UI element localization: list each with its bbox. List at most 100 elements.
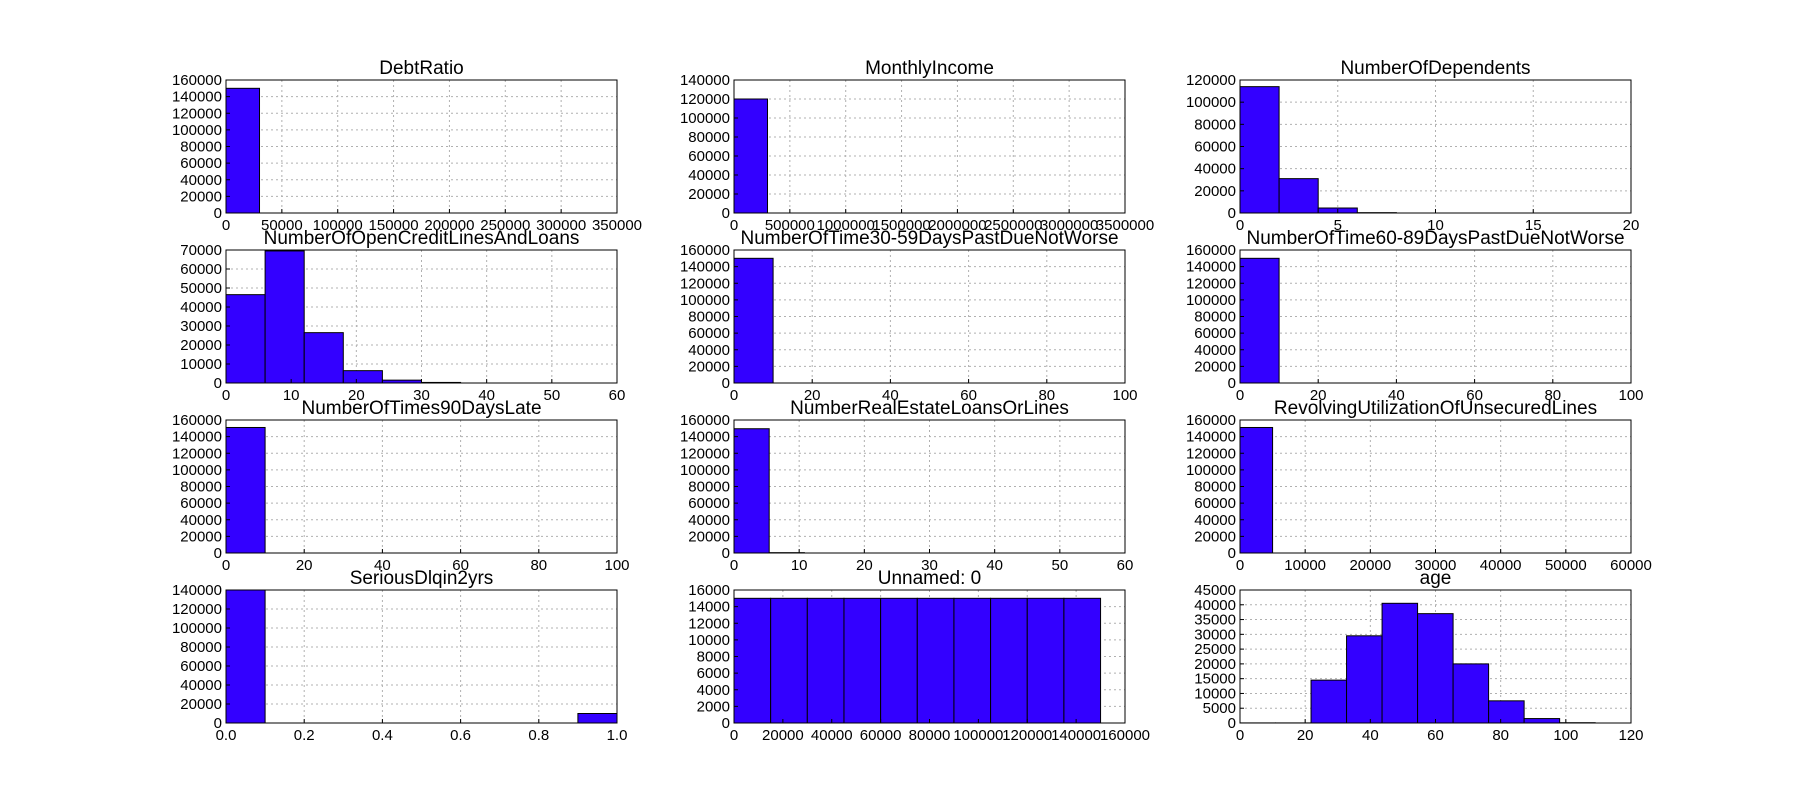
histogram-bar (1063, 597, 1102, 724)
y-tick-label: 0 (214, 715, 222, 732)
subplot-title: age (1420, 568, 1452, 589)
x-tick-label: 3000000 (1040, 217, 1098, 234)
histogram-bar (303, 332, 344, 384)
y-tick-label: 80000 (1194, 116, 1236, 133)
x-tick-label: 0.4 (372, 727, 393, 744)
x-tick-label: 20000 (1349, 557, 1391, 574)
y-tick-label: 0 (214, 205, 222, 222)
y-tick-label: 80000 (688, 309, 730, 326)
histogram-bar (1346, 635, 1383, 724)
x-tick-label: 100 (1112, 387, 1137, 404)
y-tick-label: 35000 (1194, 612, 1236, 629)
x-tick-label: 0.0 (216, 727, 237, 744)
subplot-title: Unnamed: 0 (878, 568, 982, 589)
subplot-11: age 0 20 40 60 80 100 120 0500010000150002000025… (1194, 568, 1643, 744)
x-tick-label: 500000 (765, 217, 815, 234)
subplot-title: NumberOfOpenCreditLinesAndLoans (264, 228, 580, 249)
x-tick-label: 0 (222, 387, 230, 404)
histogram-bar (1239, 426, 1274, 554)
y-tick-label: 14000 (688, 599, 730, 616)
x-tick-label: 1.0 (607, 727, 628, 744)
x-tick-label: 0 (1236, 557, 1244, 574)
y-tick-label: 140000 (680, 72, 730, 89)
x-tick-label: 50 (543, 387, 560, 404)
x-tick-label: 100 (1553, 727, 1578, 744)
y-tick-label: 140000 (1186, 259, 1236, 276)
histogram-bar (264, 250, 305, 384)
y-tick-label: 100000 (1186, 292, 1236, 309)
subplot-title: NumberOfTime30-59DaysPastDueNotWorse (740, 228, 1118, 249)
x-tick-label: 100 (1618, 387, 1643, 404)
x-tick-label: 20 (856, 557, 873, 574)
y-tick-label: 60000 (688, 325, 730, 342)
x-tick-label: 80000 (909, 727, 951, 744)
y-tick-label: 40000 (688, 167, 730, 184)
y-tick-label: 80000 (1194, 309, 1236, 326)
y-tick-label: 80000 (180, 639, 222, 656)
x-tick-label: 100000 (953, 727, 1003, 744)
x-tick-label: 150000 (369, 217, 419, 234)
histogram-bar (225, 294, 266, 384)
y-tick-label: 140000 (172, 582, 222, 599)
histogram-bar (1523, 718, 1561, 724)
histogram-bar (1452, 663, 1490, 724)
y-tick-label: 20000 (180, 337, 222, 354)
y-tick-label: 40000 (688, 512, 730, 529)
histogram-bar (953, 597, 992, 724)
histogram-bar (733, 597, 772, 724)
x-tick-label: 10 (283, 387, 300, 404)
y-tick-label: 15000 (1194, 671, 1236, 688)
y-tick-label: 20000 (1194, 358, 1236, 375)
x-tick-label: 40 (1388, 387, 1405, 404)
y-tick-label: 80000 (180, 139, 222, 156)
y-tick-label: 80000 (688, 479, 730, 496)
y-tick-label: 140000 (172, 89, 222, 106)
y-tick-label: 80000 (688, 129, 730, 146)
histogram-bar (733, 428, 770, 554)
y-tick-label: 160000 (172, 412, 222, 429)
histogram-bar (806, 597, 845, 724)
x-tick-label: 5 (1334, 217, 1342, 234)
y-tick-label: 40000 (1194, 161, 1236, 178)
x-tick-label: 40 (374, 557, 391, 574)
x-tick-label: 80 (1544, 387, 1561, 404)
x-tick-label: 250000 (480, 217, 530, 234)
subplot-10: Unnamed: 00 20000 40000 60000 80000 100000120… (688, 568, 1150, 744)
y-tick-label: 20000 (1194, 528, 1236, 545)
x-tick-label: 0 (1236, 727, 1244, 744)
x-tick-label: 0.8 (528, 727, 549, 744)
y-tick-label: 60000 (688, 148, 730, 165)
x-tick-label: 140000 (1051, 727, 1101, 744)
x-tick-label: 80 (1492, 727, 1509, 744)
y-tick-label: 2000 (697, 698, 730, 715)
subplot-7: NumberRealEstateLoansOrLines 0 10 20 30 40 50 6… (680, 398, 1133, 574)
x-tick-label: 2000000 (928, 217, 986, 234)
x-tick-label: 60000 (1610, 557, 1652, 574)
y-tick-label: 80000 (1194, 479, 1236, 496)
histogram-bar (1278, 178, 1319, 214)
x-tick-label: 10 (1427, 217, 1444, 234)
x-tick-label: 3500000 (1096, 217, 1154, 234)
x-tick-label: 10000 (1284, 557, 1326, 574)
y-tick-label: 10000 (180, 356, 222, 373)
x-tick-label: 0 (222, 217, 230, 234)
y-tick-label: 0 (1228, 375, 1236, 392)
histogram-bar (1239, 86, 1280, 214)
x-tick-label: 300000 (536, 217, 586, 234)
y-tick-label: 160000 (1186, 412, 1236, 429)
histogram-bar (733, 257, 774, 384)
x-tick-label: 0.6 (450, 727, 471, 744)
histogram-bar (577, 713, 618, 724)
y-tick-label: 140000 (680, 429, 730, 446)
x-tick-label: 60 (1117, 557, 1134, 574)
x-tick-label: 160000 (1100, 727, 1150, 744)
y-tick-label: 60000 (180, 658, 222, 675)
histogram-bar (225, 87, 261, 214)
x-tick-label: 0 (730, 727, 738, 744)
y-tick-label: 20000 (1194, 656, 1236, 673)
x-tick-label: 40 (986, 557, 1003, 574)
y-tick-label: 40000 (180, 512, 222, 529)
histogram-bar (843, 597, 882, 724)
x-tick-label: 0 (1236, 217, 1244, 234)
